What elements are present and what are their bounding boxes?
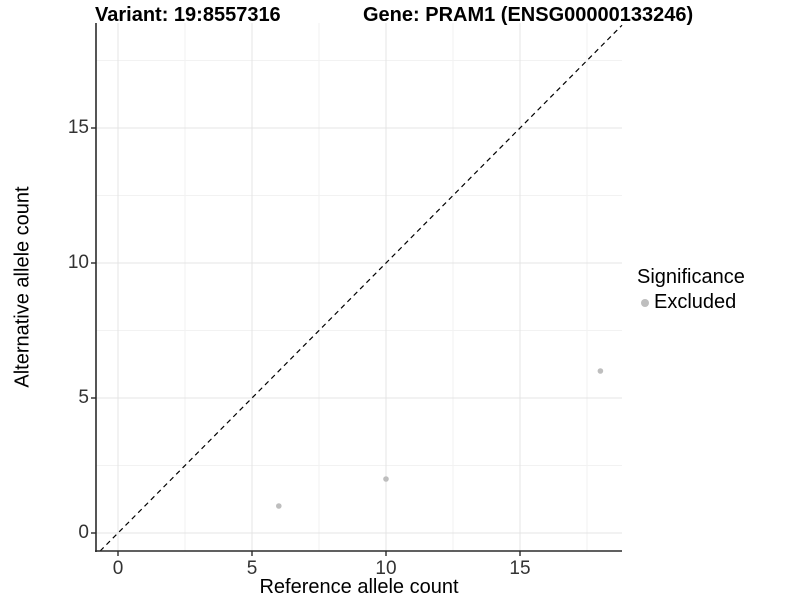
data-points xyxy=(276,368,604,509)
excluded-point-icon xyxy=(641,298,649,307)
y-tick-label: 5 xyxy=(78,387,89,408)
minor-gridlines xyxy=(96,23,622,551)
legend: Significance Excluded xyxy=(637,266,745,314)
y-tick-label: 0 xyxy=(78,522,89,543)
legend-item-label: Excluded xyxy=(654,291,737,313)
x-tick-label: 15 xyxy=(509,558,531,579)
x-tick-label: 0 xyxy=(112,558,124,579)
data-point xyxy=(276,503,282,509)
variant-title: Variant: 19:8557316 xyxy=(95,4,281,26)
legend-title: Significance xyxy=(637,266,745,288)
y-tick-label: 10 xyxy=(67,252,89,273)
x-axis-title: Reference allele count xyxy=(259,576,459,598)
legend-item-excluded: Excluded xyxy=(637,291,745,314)
x-tick-label: 5 xyxy=(246,558,258,579)
major-gridlines xyxy=(96,23,622,551)
x-tick-label: 10 xyxy=(375,558,397,579)
gene-title: Gene: PRAM1 (ENSG00000133246) xyxy=(363,4,694,26)
y-axis-title: Alternative allele count xyxy=(11,186,34,388)
axis-lines xyxy=(95,23,622,552)
data-point xyxy=(383,476,389,482)
y-tick-label: 15 xyxy=(67,117,89,138)
identity-line xyxy=(99,24,623,552)
tick-marks xyxy=(91,127,521,556)
data-point xyxy=(597,368,604,374)
